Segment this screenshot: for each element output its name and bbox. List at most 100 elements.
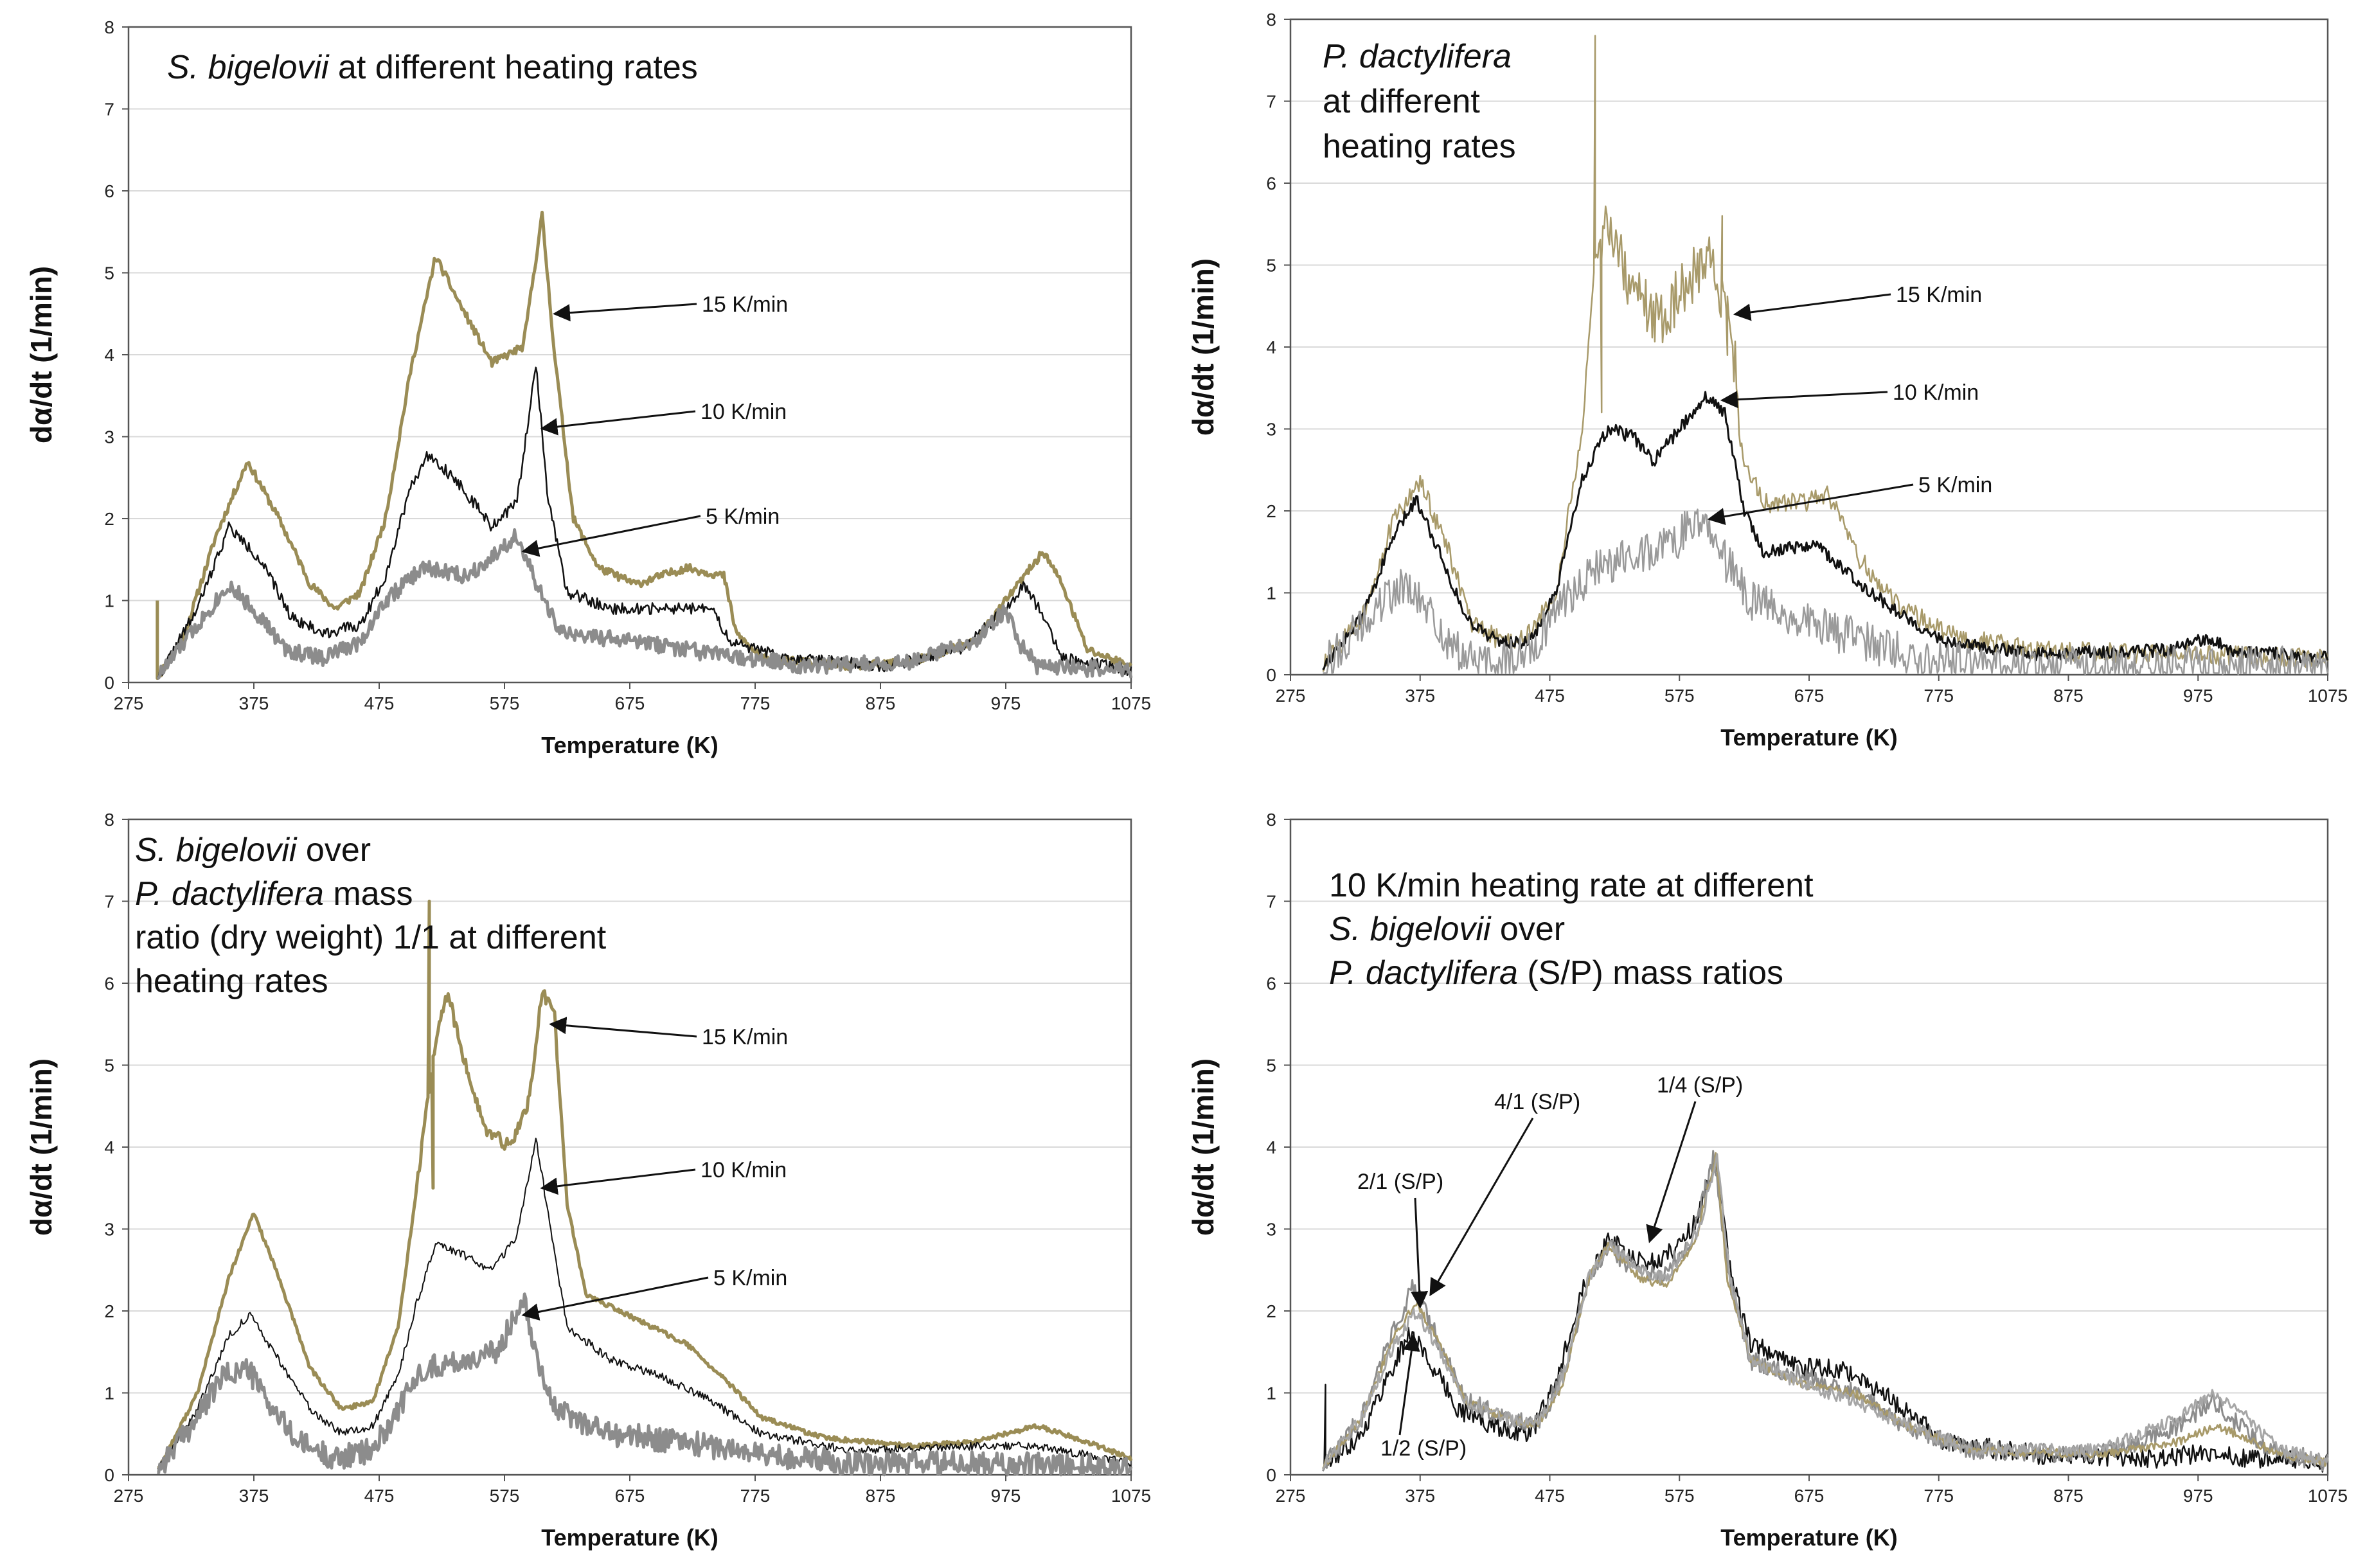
x-tick-label: 575 [1664, 686, 1695, 706]
chart-title-line: S. bigelovii at different heating rates [167, 49, 698, 86]
y-tick-label: 7 [104, 892, 114, 912]
y-tick-label: 7 [104, 100, 114, 120]
series-line-15-k-min [156, 210, 1133, 681]
annotation-arrow [521, 1276, 709, 1321]
y-tick-label: 1 [1266, 1384, 1276, 1403]
x-tick-label: 275 [114, 1486, 144, 1506]
annotation-label: 15 K/min [702, 292, 788, 317]
x-tick-label: 875 [2053, 1486, 2084, 1506]
chart-title-line: P. dactylifera mass [135, 875, 413, 913]
x-tick-label: 375 [239, 1486, 269, 1506]
x-tick-label: 775 [740, 1486, 771, 1506]
annotation-label: 10 K/min [701, 400, 787, 424]
annotation-arrow [549, 1017, 697, 1038]
annotation-arrow [1411, 1197, 1429, 1309]
x-tick-label: 475 [364, 1486, 395, 1506]
chart-title-line: heating rates [135, 963, 328, 1000]
x-tick-label: 975 [991, 1486, 1021, 1506]
chart-panel-mixture-1-1: 275 375 475 575 675 775 875 975 1075 0 1 2 3 4 5 6 7 8 Tem… [24, 810, 1151, 1551]
x-tick-label: 875 [2053, 686, 2084, 706]
x-axis-label: Temperature (K) [541, 732, 718, 758]
x-tick-label: 675 [615, 693, 645, 713]
annotation-label: 4/1 (S/P) [1494, 1090, 1580, 1114]
y-tick-label: 5 [1266, 256, 1276, 276]
x-tick-label: 375 [239, 693, 269, 713]
x-tick-label: 375 [1405, 1486, 1435, 1506]
y-axis-label: dα/dt (1/min) [1186, 258, 1220, 436]
y-tick-label: 5 [104, 1056, 114, 1076]
x-tick-label: 975 [991, 693, 1021, 713]
annotation-label: 15 K/min [702, 1025, 788, 1049]
chart-panel-s-bigelovii: 275 375 475 575 675 775 875 975 1075 0 1 2 3 4 5 6 7 8 Tem… [24, 17, 1151, 758]
x-tick-label: 575 [490, 1486, 520, 1506]
y-tick-label: 5 [104, 263, 114, 283]
chart-title-line: S. bigelovii over [135, 832, 371, 869]
x-tick-label: 475 [364, 693, 395, 713]
y-tick-label: 0 [104, 673, 114, 693]
series-line-4-1-s-p- [1322, 1152, 2329, 1469]
annotation-label: 1/2 (S/P) [1380, 1436, 1467, 1461]
chart-title-line: at different [1323, 83, 1480, 120]
chart-title-line: P. dactylifera (S/P) mass ratios [1329, 954, 1783, 992]
annotation-arrow [540, 410, 696, 436]
x-tick-label: 475 [1535, 686, 1565, 706]
x-axis-label: Temperature (K) [1720, 724, 1897, 751]
x-tick-label: 975 [2183, 686, 2213, 706]
y-tick-label: 3 [104, 1220, 114, 1240]
annotation-arrow [1646, 1101, 1697, 1243]
x-tick-label: 675 [1794, 686, 1825, 706]
series-line-1-2-s-p- [1322, 1156, 2328, 1473]
x-tick-label: 1075 [1111, 693, 1151, 713]
x-tick-label: 375 [1405, 686, 1435, 706]
annotation-label: 10 K/min [1893, 380, 1979, 405]
x-tick-label: 875 [866, 1486, 896, 1506]
series-line-5-k-min [157, 1292, 1133, 1477]
y-tick-label: 8 [1266, 10, 1276, 30]
y-axis-label: dα/dt (1/min) [24, 1058, 58, 1236]
annotation-arrow [540, 1168, 696, 1195]
x-tick-label: 1075 [2308, 686, 2348, 706]
y-tick-label: 0 [1266, 665, 1276, 685]
x-tick-label: 675 [1794, 1486, 1825, 1506]
y-tick-label: 7 [1266, 92, 1276, 112]
y-tick-label: 8 [104, 810, 114, 830]
chart-title-line: S. bigelovii over [1329, 911, 1565, 948]
y-tick-label: 6 [104, 974, 114, 993]
x-tick-label: 1075 [2308, 1486, 2348, 1506]
series-line-5-k-min [157, 528, 1133, 681]
annotation-label: 15 K/min [1896, 283, 1982, 307]
series-line-5-k-min [1323, 508, 2329, 675]
annotation-label: 5 K/min [706, 504, 780, 529]
y-tick-label: 3 [104, 427, 114, 447]
y-tick-label: 6 [104, 181, 114, 201]
y-tick-label: 0 [104, 1465, 114, 1485]
annotation-arrow [1429, 1118, 1534, 1297]
chart-title-line: ratio (dry weight) 1/1 at different [135, 919, 607, 956]
series-line-10-k-min [157, 1137, 1132, 1471]
annotation-label: 5 K/min [1918, 473, 1992, 497]
x-tick-label: 775 [1923, 1486, 1954, 1506]
y-tick-label: 3 [1266, 1220, 1276, 1240]
x-tick-label: 975 [2183, 1486, 2213, 1506]
y-tick-label: 6 [1266, 974, 1276, 993]
chart-title-line: 10 K/min heating rate at different [1329, 867, 1814, 904]
x-tick-label: 475 [1535, 1486, 1565, 1506]
y-tick-label: 5 [1266, 1056, 1276, 1076]
x-tick-label: 775 [740, 693, 771, 713]
x-tick-label: 575 [490, 693, 520, 713]
y-tick-label: 8 [1266, 810, 1276, 830]
x-tick-label: 675 [615, 1486, 645, 1506]
series-line-2-1-s-p- [1322, 1150, 2329, 1472]
annotation-label: 5 K/min [713, 1266, 787, 1290]
y-axis-label: dα/dt (1/min) [24, 266, 58, 443]
y-tick-label: 7 [1266, 892, 1276, 912]
annotation-arrow [521, 515, 701, 557]
y-tick-label: 4 [104, 345, 114, 365]
x-tick-label: 275 [114, 693, 144, 713]
annotation-arrow [1733, 293, 1891, 321]
y-tick-label: 4 [1266, 1137, 1276, 1157]
y-tick-label: 1 [104, 591, 114, 611]
annotation-arrow [553, 303, 697, 322]
y-tick-label: 4 [104, 1137, 114, 1157]
